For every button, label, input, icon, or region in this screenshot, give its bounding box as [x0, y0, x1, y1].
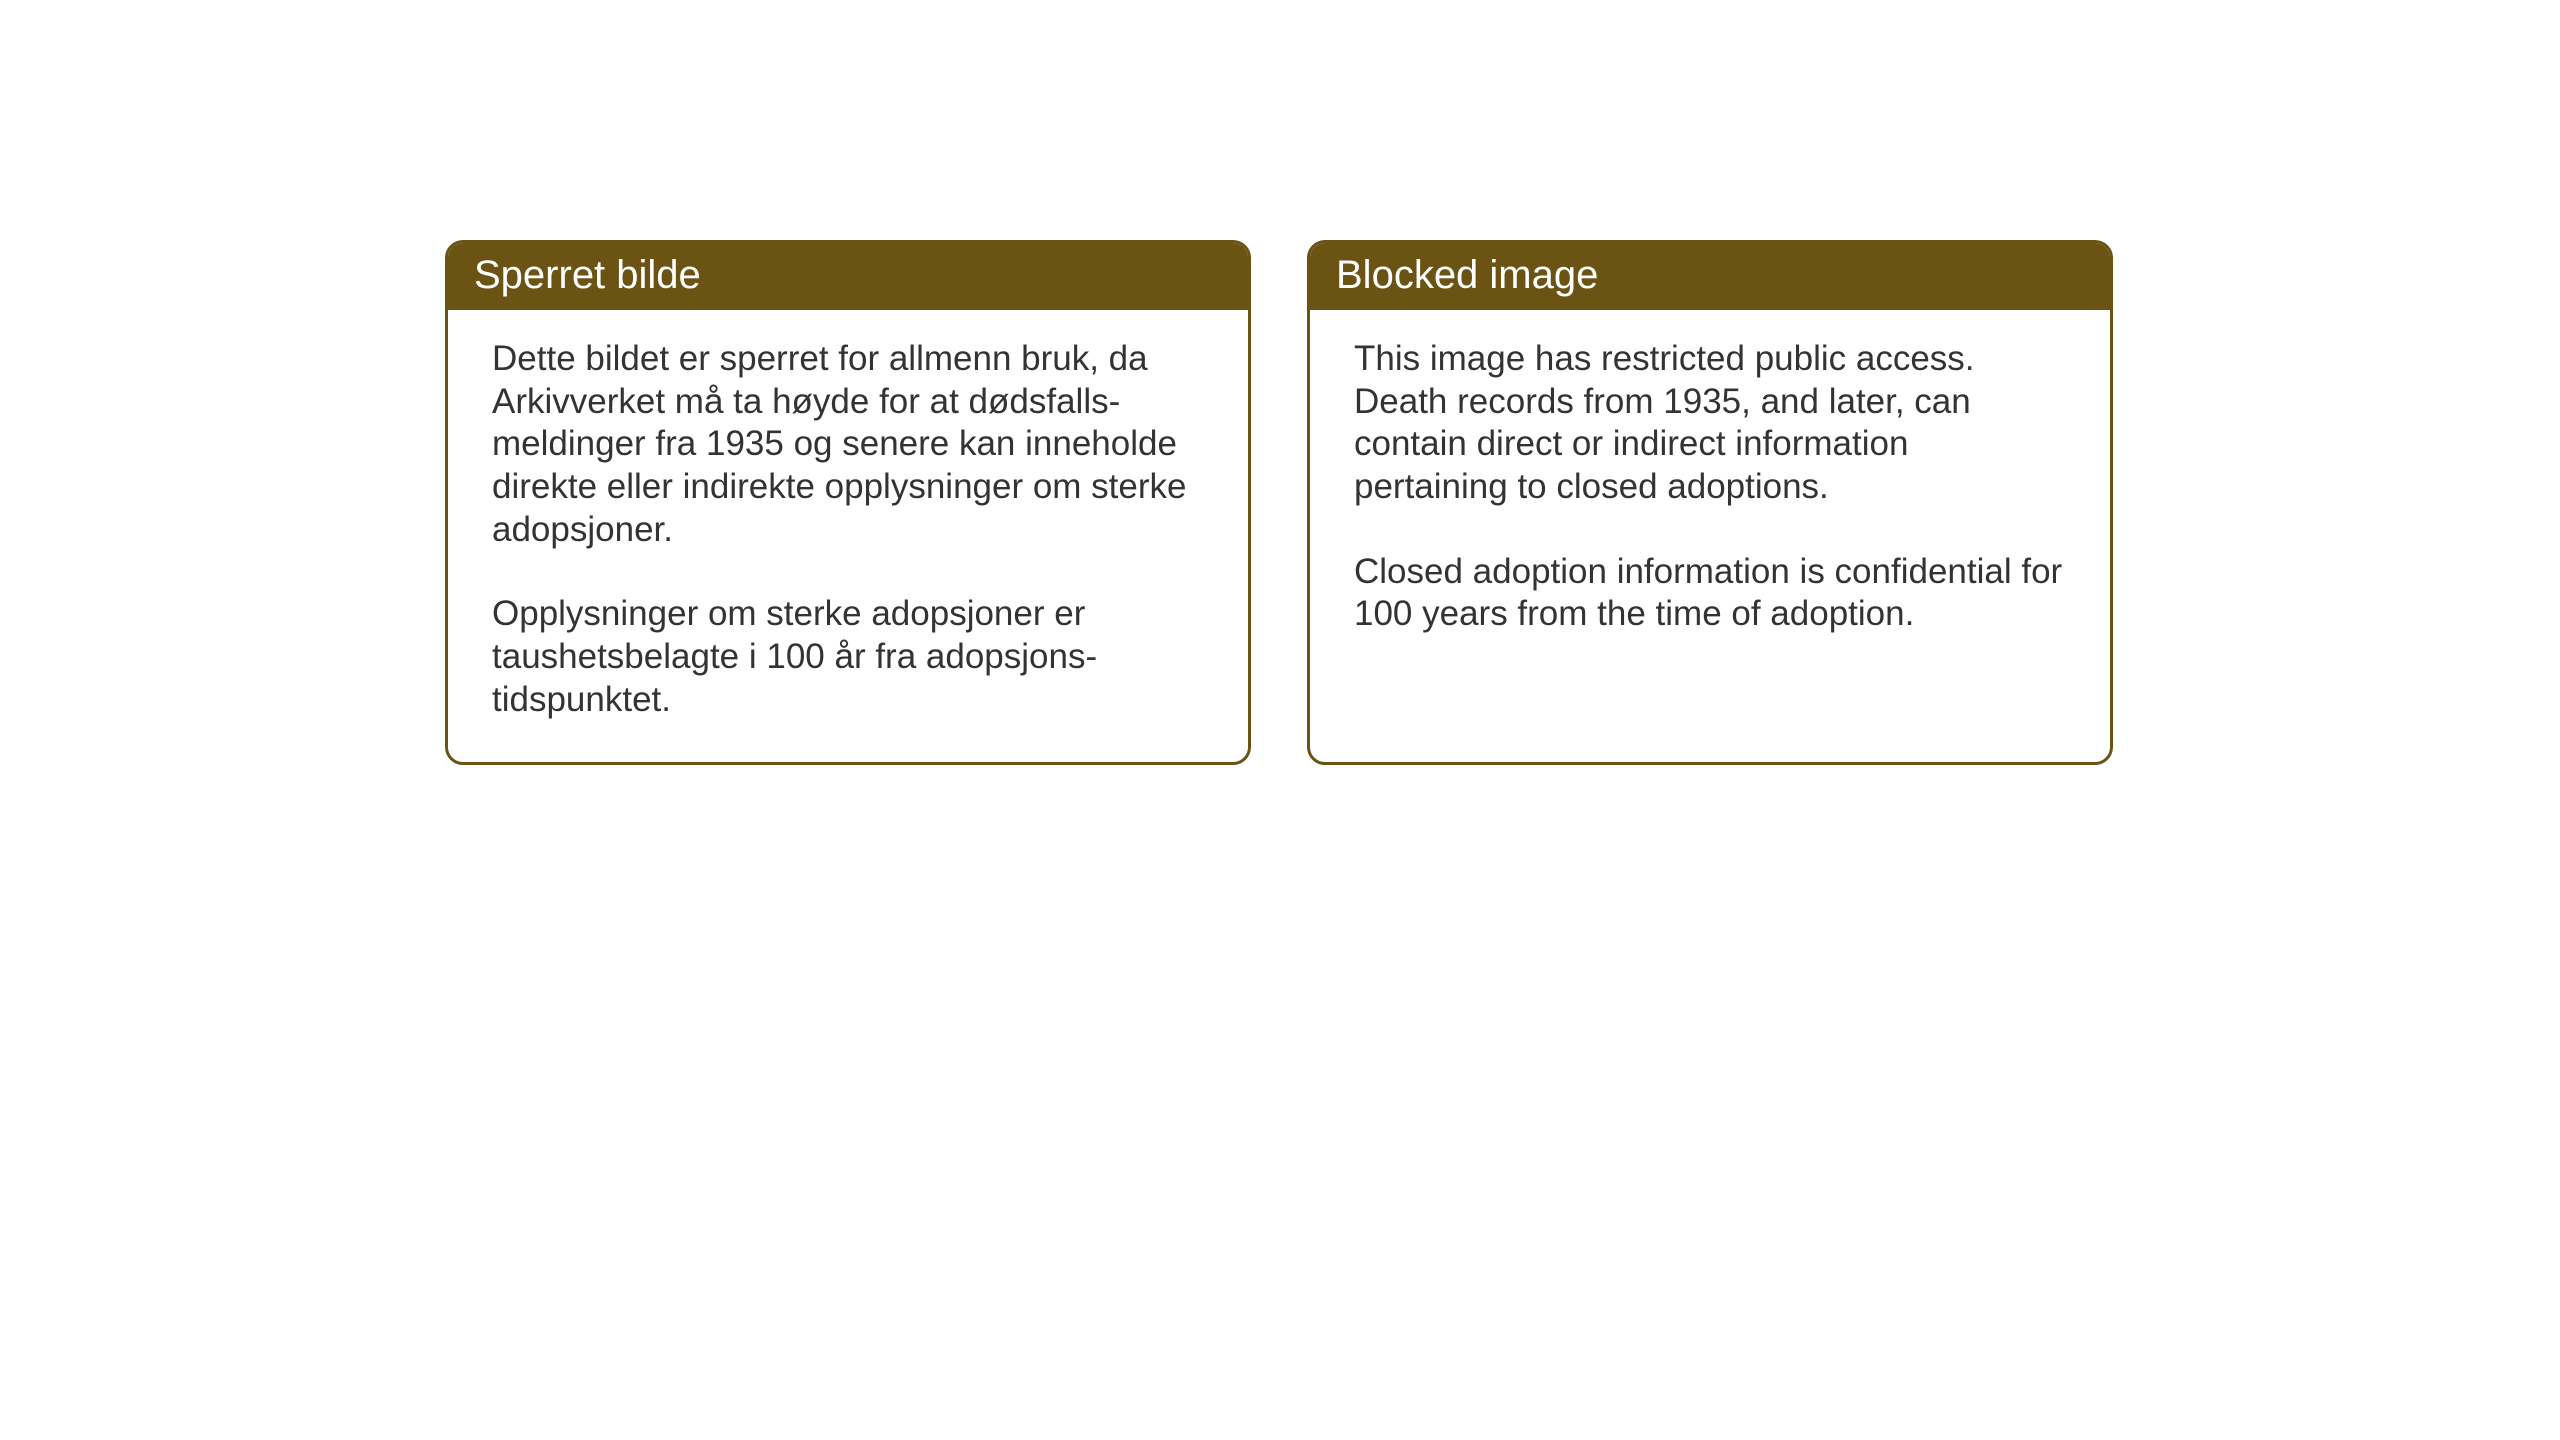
- norwegian-card-title: Sperret bilde: [448, 243, 1248, 310]
- english-paragraph-1: This image has restricted public access.…: [1354, 338, 2070, 509]
- english-card-title: Blocked image: [1310, 243, 2110, 310]
- english-paragraph-2: Closed adoption information is confident…: [1354, 551, 2070, 636]
- english-card-body: This image has restricted public access.…: [1310, 310, 2110, 676]
- norwegian-paragraph-2: Opplysninger om sterke adopsjoner er tau…: [492, 593, 1208, 721]
- norwegian-paragraph-1: Dette bildet er sperret for allmenn bruk…: [492, 338, 1208, 551]
- norwegian-card-body: Dette bildet er sperret for allmenn bruk…: [448, 310, 1248, 762]
- norwegian-notice-card: Sperret bilde Dette bildet er sperret fo…: [445, 240, 1251, 765]
- english-notice-card: Blocked image This image has restricted …: [1307, 240, 2113, 765]
- notice-container: Sperret bilde Dette bildet er sperret fo…: [445, 240, 2113, 765]
